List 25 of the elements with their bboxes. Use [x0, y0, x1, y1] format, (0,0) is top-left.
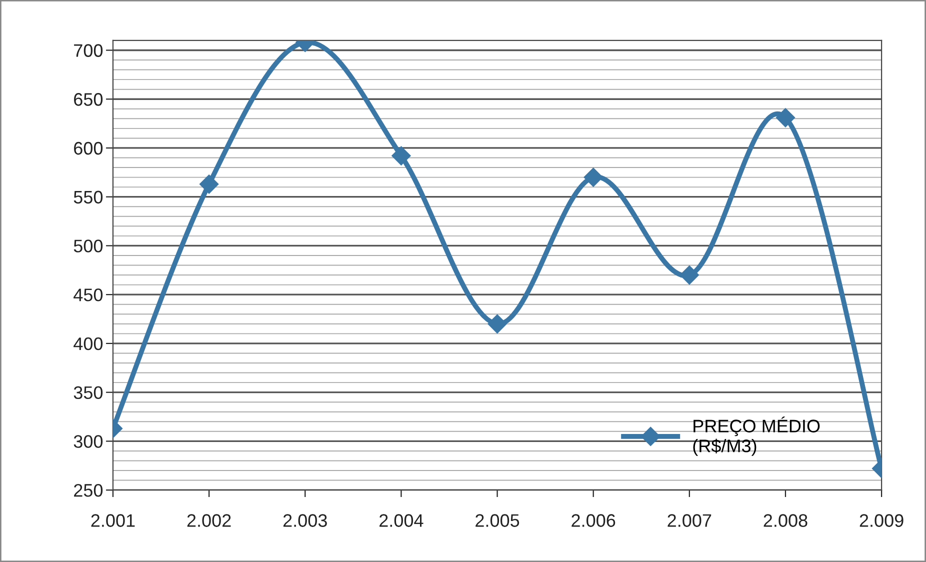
point — [200, 174, 219, 194]
y-tick-label: 700 — [74, 44, 103, 57]
y-tick-label: 550 — [74, 190, 103, 204]
y-tick-label: 400 — [74, 337, 103, 350]
x-tick-label: 2.004 — [380, 514, 424, 527]
x-tick-label: 2.009 — [860, 514, 904, 527]
x-tick-label: 2.006 — [572, 514, 616, 527]
x-tick-label: 2.001 — [91, 514, 135, 527]
y-tick-label: 500 — [74, 240, 103, 252]
point — [392, 146, 411, 166]
x-tick-label: 2.003 — [283, 514, 327, 527]
x-tick-label: 2.007 — [668, 514, 712, 527]
point — [776, 108, 796, 128]
x-tick-label: 2.008 — [764, 514, 808, 527]
x-tick-label: 2.002 — [187, 514, 231, 527]
x-tick-label: 2.005 — [476, 514, 520, 527]
y-tick-label: 300 — [74, 435, 103, 448]
y-tick-label: 450 — [74, 288, 103, 302]
y-tick-label: 600 — [74, 142, 103, 155]
y-tick-label: 250 — [74, 484, 103, 497]
y-tick-label: 350 — [74, 386, 103, 400]
y-tick-label: 650 — [74, 93, 103, 106]
point — [488, 314, 507, 334]
point — [584, 168, 603, 187]
legend-label: PREÇO MÉDIO (R$/M3) — [693, 416, 820, 456]
